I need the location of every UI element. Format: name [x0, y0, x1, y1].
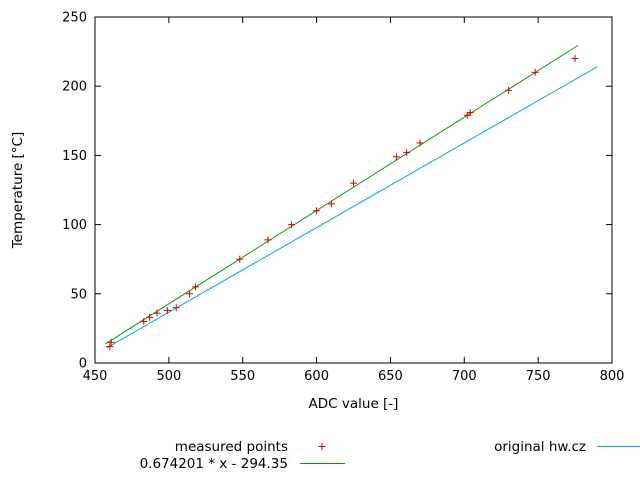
data-point-marker: [146, 313, 154, 321]
data-point-marker: [327, 200, 335, 208]
data-point-marker: [287, 221, 295, 229]
data-point-marker: [236, 255, 244, 263]
data-point-marker: [505, 86, 513, 94]
x-tick-label: 750: [526, 369, 551, 384]
series-points: [106, 55, 579, 350]
x-tick-label: 800: [600, 369, 625, 384]
y-tick-label: 0: [79, 357, 87, 372]
data-point-marker: [186, 290, 194, 298]
x-tick-label: 700: [452, 369, 477, 384]
data-point-marker: [416, 139, 424, 147]
x-axis-label: ADC value [-]: [309, 396, 399, 412]
y-tick-label: 50: [70, 287, 87, 302]
series-line: [105, 44, 579, 345]
data-point-marker: [191, 283, 199, 291]
data-point-marker: [403, 149, 411, 157]
x-tick-label: 500: [156, 369, 181, 384]
y-axis-label: Temperature [°C]: [10, 132, 26, 250]
data-point-marker: [571, 55, 579, 63]
legend-sample-measured-points: [318, 443, 326, 450]
data-point-marker: [153, 309, 161, 317]
x-tick-label: 450: [83, 369, 108, 384]
data-point-marker: [350, 179, 357, 187]
data-point-marker: [392, 153, 400, 161]
y-tick-label: 250: [62, 11, 87, 26]
x-tick-label: 550: [230, 369, 255, 384]
data-point-marker: [107, 338, 115, 346]
y-tick-label: 200: [62, 80, 87, 95]
x-tick-label: 650: [378, 369, 403, 384]
x-tick-label: 600: [304, 369, 329, 384]
legend-label-measured-points: measured points: [175, 439, 288, 455]
data-point-marker: [264, 236, 272, 244]
data-point-marker: [140, 317, 148, 325]
data-point-marker: [466, 108, 474, 116]
y-tick-label: 150: [62, 149, 87, 164]
legend-label-fit-line: 0.674201 * x - 294.35: [140, 456, 288, 472]
y-tick-label: 100: [62, 218, 87, 233]
data-point-marker: [163, 306, 171, 314]
data-point-marker: [106, 342, 114, 350]
data-point-marker: [531, 68, 539, 76]
series-line: [106, 66, 598, 349]
data-point-marker: [172, 304, 180, 312]
data-point-marker: [313, 207, 321, 215]
plot-border: [94, 16, 613, 364]
legend-label-original-hwcz: original hw.cz: [494, 439, 586, 455]
